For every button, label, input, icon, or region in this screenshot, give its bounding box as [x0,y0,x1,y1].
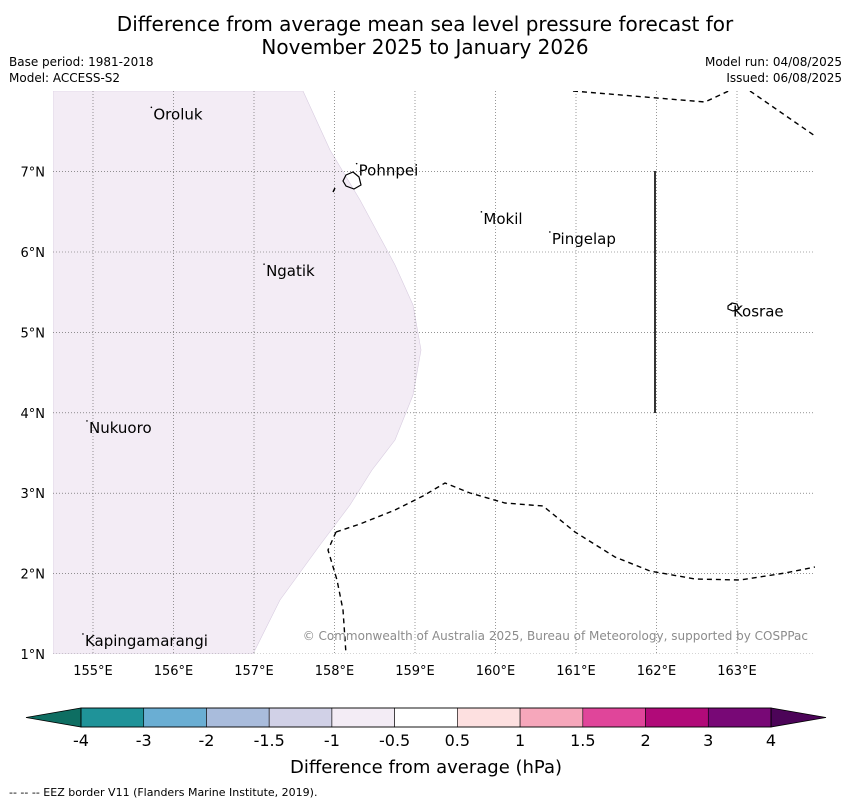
colorbar-frame [80,707,772,728]
place-marker [263,263,265,265]
colorbar-bin [331,707,395,728]
colorbar-tick-labels: -4 -3 -2 -1.5 -1 -0.5 0.5 1 1.5 2 3 4 [73,731,776,750]
lat-tick-label: 1°N [21,648,46,663]
eez-border-south [335,482,815,581]
colorbar-bin [519,707,584,728]
model-text: Model: ACCESS-S2 [9,71,121,85]
issued-text: Issued: 06/08/2025 [726,71,842,85]
colorbar-tick: 1 [515,731,525,750]
title-line-1: Difference from average mean sea level p… [116,12,734,36]
colorbar-bin [457,707,521,728]
lat-tick-label: 2°N [21,568,46,583]
place-label-pingelap: Pingelap [552,230,616,248]
colorbar-low-extend [25,707,82,728]
colorbar-tick: -3 [136,731,152,750]
lat-tick-label: 5°N [21,326,46,341]
copyright-text: © Commonwealth of Australia 2025, Bureau… [303,629,808,643]
lon-tick-label: 162°E [637,664,677,679]
place-marker [82,633,84,635]
place-label-pohnpei: Pohnpei [359,162,419,180]
place-marker [150,106,153,109]
place-label-mokil: Mokil [483,210,522,228]
colorbar-bin [582,707,646,728]
colorbar-tick: 2 [640,731,650,750]
place-label-kapingamarangi: Kapingamarangi [85,632,208,650]
eez-border-lines [327,91,815,654]
longitude-labels: 155°E 156°E 157°E 158°E 159°E 160°E 161°E 162°E… [73,664,757,679]
lat-tick-label: 3°N [21,487,46,502]
footer-note: -- -- -- EEZ border V11 (Flanders Marine… [9,786,318,799]
place-marker [549,231,551,233]
model-run-text: Model run: 04/08/2025 [704,55,842,69]
graticule [53,91,815,654]
islands [342,171,740,312]
place-label-oroluk: Oroluk [153,105,202,123]
pohnpei-island [342,171,362,190]
lon-tick-label: 156°E [154,664,194,679]
colorbar-tick: 3 [703,731,713,750]
lat-tick-label: 6°N [21,246,46,261]
place-marker [480,211,483,213]
colorbar-tick: 4 [766,731,776,750]
anomaly-region-minus-0.5 [53,91,422,654]
lon-tick-label: 155°E [73,664,113,679]
place-labels: Oroluk Pohnpei Mokil Pingelap Ngatik Kosrae Nu… [82,105,784,650]
colorbar-tick: 1.5 [570,731,595,750]
kosrae-island [727,302,740,312]
place-label-kosrae: Kosrae [733,302,784,320]
chart-title: Difference from average mean sea level p… [0,13,850,59]
meta-left: Base period: 1981-2018 Model: ACCESS-S2 [9,54,154,86]
colorbar-bin [143,707,207,728]
lat-tick-label: 4°N [21,407,46,422]
lon-tick-label: 159°E [395,664,435,679]
colorbar-high-extend [770,707,827,728]
place-marker [730,303,732,306]
colorbar-tick: -0.5 [379,731,410,750]
lon-tick-label: 163°E [717,664,757,679]
base-period-text: Base period: 1981-2018 [9,55,154,69]
colorbar-bin [394,707,458,728]
place-marker [355,162,358,165]
latitude-labels: 1°N 2°N 3°N 4°N 5°N 6°N 7°N [21,166,46,663]
lon-tick-label: 158°E [315,664,355,679]
lat-tick-label: 7°N [21,166,46,181]
colorbar-tick: -1.5 [254,731,285,750]
eez-border-northeast [749,91,815,137]
colorbar-bin [80,707,145,728]
eez-border-southwest [327,531,347,654]
eez-border-north [572,91,731,103]
title-line-2: November 2025 to January 2026 [261,35,589,59]
map-panel: Oroluk Pohnpei Mokil Pingelap Ngatik Kosrae Nu… [53,91,815,654]
colorbar-label: Difference from average (hPa) [290,757,562,778]
meta-right: Model run: 04/08/2025 Issued: 06/08/2025 [705,54,842,86]
place-label-ngatik: Ngatik [266,262,315,280]
eez-border-pohnpei [332,187,336,193]
colorbar-bin [707,707,772,728]
colorbar-bin [268,707,333,728]
colorbar-tick: 0.5 [445,731,470,750]
place-marker [86,420,88,422]
colorbar: -4 -3 -2 -1.5 -1 -0.5 0.5 1 1.5 2 3 4 Difference fr… [25,707,827,778]
colorbar-tick: -4 [73,731,89,750]
colorbar-bins [80,707,772,728]
place-label-nukuoro: Nukuoro [89,419,152,437]
lon-tick-label: 161°E [556,664,596,679]
colorbar-tick: -1 [324,731,340,750]
lon-tick-label: 160°E [476,664,516,679]
colorbar-tick: -2 [198,731,214,750]
colorbar-bin [645,707,709,728]
lon-tick-label: 157°E [234,664,274,679]
colorbar-bin [206,707,270,728]
